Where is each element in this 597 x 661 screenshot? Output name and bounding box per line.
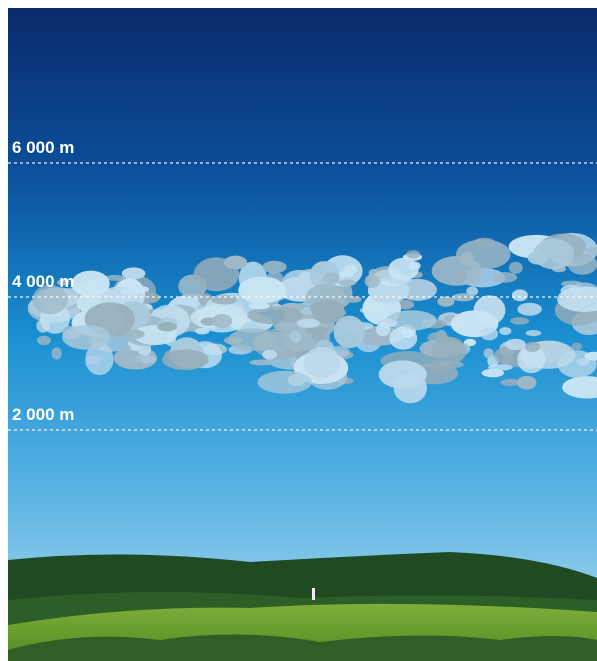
cloud-puff xyxy=(311,299,345,324)
cloud-puff xyxy=(564,290,575,300)
cloud-puff xyxy=(51,347,62,360)
cloud-puff xyxy=(480,327,499,341)
cloud-puff xyxy=(71,270,110,297)
cloud-puff xyxy=(311,333,326,341)
cloud-puff xyxy=(211,314,233,329)
cloud-puff xyxy=(461,251,474,265)
tower xyxy=(312,588,315,600)
cloud-puff xyxy=(500,378,521,387)
cloud-puff xyxy=(510,317,530,325)
cloud-puff xyxy=(121,267,146,280)
cloud-puff xyxy=(261,288,288,301)
cloud-puff xyxy=(305,327,329,335)
cloud-puff xyxy=(466,286,479,297)
cloud-puff xyxy=(296,318,320,328)
cloud-puff xyxy=(262,349,277,360)
cloud-puff xyxy=(247,306,303,325)
cloud-puff xyxy=(584,351,597,361)
cloud-puff xyxy=(456,270,467,283)
cloud-puff xyxy=(517,345,546,374)
cloud-puff xyxy=(289,330,302,344)
cloud-puff xyxy=(338,279,357,287)
cloud-puff xyxy=(128,329,145,339)
cloud-puff xyxy=(517,302,542,316)
cloud-puff xyxy=(431,256,482,286)
cloud-puff xyxy=(85,343,114,376)
cloud-puff xyxy=(248,302,270,310)
cloud-puff xyxy=(333,315,365,349)
cloud-puff xyxy=(431,336,467,365)
cloud-puff xyxy=(508,261,523,274)
cloud-puff xyxy=(224,255,248,270)
cloud-puff xyxy=(388,257,419,281)
cloud-puff xyxy=(504,338,526,350)
cloud-puff xyxy=(62,324,111,350)
cloud-puff xyxy=(364,274,380,288)
cloud-puff xyxy=(567,253,597,275)
cloud-puff xyxy=(228,328,278,352)
cloud-layer xyxy=(27,232,597,404)
cloud-puff xyxy=(303,347,341,378)
cloud-puff xyxy=(37,335,51,346)
cloud-puff xyxy=(524,341,541,352)
cloud-puff xyxy=(406,250,421,259)
cloud-puff xyxy=(562,376,597,399)
altitude-label: 6 000 m xyxy=(12,138,74,157)
cloud-puff xyxy=(472,237,496,249)
cloud-puff xyxy=(104,274,126,281)
cloud-puff xyxy=(120,283,142,296)
cloud-puff xyxy=(56,279,70,286)
cloud-puff xyxy=(162,349,209,371)
cloud-puff xyxy=(571,342,583,351)
cloud-puff xyxy=(120,344,131,352)
cloud-puff xyxy=(516,375,537,390)
cloud-puff xyxy=(288,276,301,283)
cloud-puff xyxy=(119,357,142,366)
cloud-puff xyxy=(389,326,418,350)
cloud-puff xyxy=(257,370,312,394)
cloud-puff xyxy=(195,328,210,335)
altitude-label: 4 000 m xyxy=(12,272,74,291)
cloud-puff xyxy=(157,322,177,332)
cloud-puff xyxy=(499,327,512,336)
cloud-puff xyxy=(452,293,475,302)
cloud-puff xyxy=(483,348,494,359)
cloud-puff xyxy=(323,272,340,285)
cloud-puff xyxy=(525,330,542,337)
cloud-puff xyxy=(585,247,597,257)
cloud-puff xyxy=(32,284,68,315)
cloud-puff xyxy=(273,322,295,332)
cloud-puff xyxy=(511,289,528,302)
cloud-puff xyxy=(492,272,518,283)
cloud-puff xyxy=(527,250,549,265)
cloud-puff xyxy=(481,368,505,378)
foreground-trees xyxy=(8,634,597,661)
cloud-puff xyxy=(262,260,287,274)
cloud-puff xyxy=(131,286,150,293)
cloud-puff xyxy=(249,359,275,366)
cloud-puff xyxy=(398,278,437,301)
cloud-puff xyxy=(376,322,391,337)
cloud-puff xyxy=(386,310,437,331)
altitude-label: 2 000 m xyxy=(12,405,74,424)
cloud-puff xyxy=(437,296,455,307)
cloud-puff xyxy=(393,372,427,404)
